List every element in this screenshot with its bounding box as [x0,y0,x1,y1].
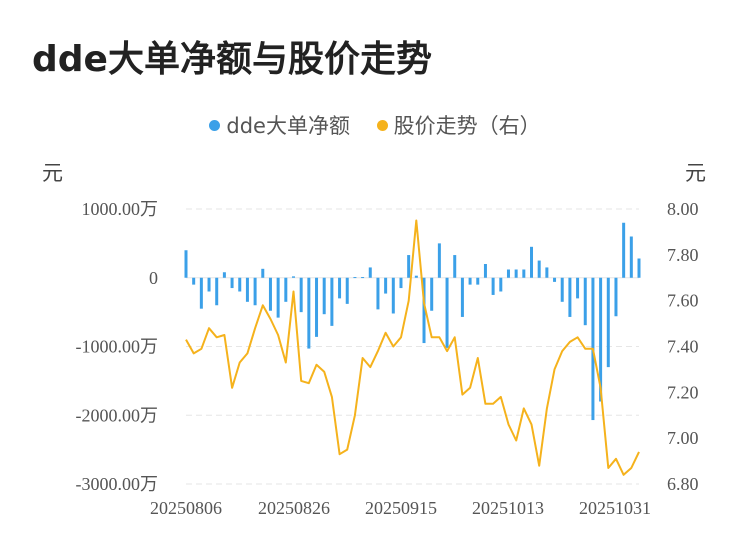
bar [422,277,426,344]
bar [407,255,411,278]
bar [453,255,457,278]
right-tick-label: 7.20 [667,382,699,402]
bar [483,264,487,278]
x-axis-ticks: 20250806 20250826 20250915 20251013 20251031 [150,498,651,518]
legend-item-bars[interactable]: dde大单净额 [209,110,350,140]
right-tick-label: 6.80 [667,474,699,494]
bar [637,258,641,278]
bar [284,277,288,302]
bar [522,269,526,278]
bar [468,277,472,285]
bar [629,236,633,278]
bar [545,267,549,278]
right-tick-label: 7.40 [667,337,699,357]
bar [238,277,242,292]
bar [268,277,272,311]
chart-title: dde大单净额与股价走势 [32,39,432,80]
price-line [185,219,640,476]
left-axis-ticks: 1000.00万 0 -1000.00万 -2000.00万 -3000.00万 [76,199,159,494]
bar [376,277,380,310]
bar [253,277,257,306]
bar [199,277,203,309]
bar [445,277,449,348]
bar [476,277,480,285]
right-axis-unit: 元 [685,161,706,185]
bar [622,222,626,278]
right-tick-label: 7.80 [667,245,699,265]
left-axis-unit: 元 [42,161,63,185]
left-tick-label: -1000.00万 [76,337,159,357]
left-tick-label: 1000.00万 [82,199,159,219]
bar [222,272,226,278]
bar [368,267,372,278]
bar [353,277,357,279]
bar [391,277,395,314]
legend-bar-marker [209,120,221,131]
bar [460,277,464,317]
bar [330,277,334,326]
bar [506,269,510,278]
legend-line-marker [376,120,388,131]
bar [530,246,534,278]
left-tick-label: 0 [149,268,158,288]
bar [576,277,580,299]
right-axis-ticks: 8.00 7.80 7.60 7.40 7.20 7.00 6.80 [667,199,699,494]
bar [499,277,503,292]
legend-bar-label: dde大单净额 [226,114,350,138]
bar [215,277,219,306]
bar [322,277,326,315]
left-tick-label: -2000.00万 [76,405,159,425]
right-tick-label: 7.00 [667,428,699,448]
bar [399,277,403,289]
bar [606,277,610,368]
legend-item-line[interactable]: 股价走势（右） [376,110,541,140]
bar [276,277,280,318]
bar [414,275,418,278]
legend-line-label: 股价走势（右） [393,114,541,138]
bar [315,277,319,337]
bar [583,277,587,326]
bar [384,277,388,294]
bar [299,277,303,313]
bar [345,277,349,304]
bar [537,260,541,278]
bar [514,269,518,278]
x-tick-label: 20250915 [365,498,437,518]
bar [599,277,603,402]
bar [568,277,572,317]
bar [430,277,434,311]
x-tick-label: 20250806 [150,498,222,518]
bar [361,277,365,279]
bar [491,277,495,295]
bar [230,277,234,289]
bar [291,276,295,278]
x-tick-label: 20250826 [258,498,330,518]
bar [553,277,557,282]
bar [614,277,618,317]
bar [245,277,249,302]
left-tick-label: -3000.00万 [76,474,159,494]
right-tick-label: 7.60 [667,291,699,311]
x-tick-label: 20251013 [472,498,544,518]
right-tick-label: 8.00 [667,199,699,219]
bar [192,277,196,285]
bar [207,277,211,292]
bar [261,268,265,278]
legend: dde大单净额 股价走势（右） [0,110,750,140]
line-series [185,219,640,476]
bar [560,277,564,302]
bar [184,250,188,278]
bar [437,243,441,278]
x-tick-label: 20251031 [579,498,651,518]
bar [338,277,342,299]
bar [307,277,311,349]
